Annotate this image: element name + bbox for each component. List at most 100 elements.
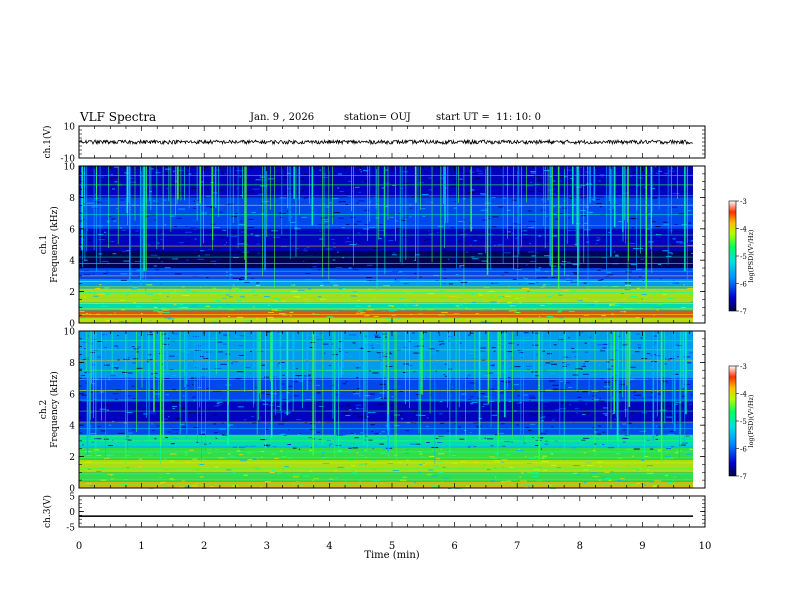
ch1-spectrogram-speckle [441, 311, 448, 313]
ch2-spectrogram-speckle [670, 358, 676, 360]
ch2-spectrogram-speckle [184, 452, 189, 454]
ch1-spectrogram-speckle [228, 296, 233, 298]
ch2-spectrogram-speckle [296, 393, 299, 395]
ch1-spectrogram-speckle [455, 305, 459, 307]
ch1-spectrogram-speckle [454, 200, 456, 202]
ch1-spectrogram-speckle [537, 190, 543, 192]
ch1-spectrogram-speckle [119, 227, 123, 229]
ch2-spectrogram-speckle [280, 450, 283, 452]
ch2-spectrogram-speckle [313, 334, 319, 336]
ch2-spectrogram-speckle [159, 482, 163, 484]
ch2-spectrogram-speckle [343, 414, 347, 416]
ch1-spectrogram-speckle [154, 172, 161, 174]
ch2-spectrogram-speckle [397, 433, 404, 435]
ch1-spectrogram-speckle [470, 168, 474, 170]
ch1-spectrogram-band-4 [79, 279, 693, 289]
ch1-spectrogram-speckle [623, 311, 626, 313]
ch2-spectrogram-speckle [472, 422, 479, 424]
ch1-spectrogram-speckle [125, 252, 129, 254]
ch1-spectrogram-speckle [459, 265, 465, 267]
ch1-spectrogram-speckle [218, 240, 221, 242]
ch2-spectrogram-speckle [322, 462, 330, 464]
ch2-spectrogram-speckle [439, 372, 446, 374]
ch1-spectrogram-speckle [681, 306, 686, 308]
ch2-spectrogram-speckle [546, 353, 552, 355]
ch1-spectrogram-speckle [228, 255, 232, 257]
ch1-spectrogram-speckle [573, 273, 580, 275]
start-time-label: start UT = 11: 10: 0 [436, 112, 542, 123]
ch2-spectrogram-speckle [112, 364, 114, 366]
ch1-spectrogram-speckle [482, 219, 488, 221]
ch1-spectrogram-speckle [531, 190, 534, 192]
ch2-spectrogram-speckle [547, 397, 552, 399]
ch2-spectrogram-speckle [292, 381, 299, 383]
ch1-spectrogram-speckle [609, 304, 613, 306]
ch1-spectrogram-speckle [174, 180, 177, 182]
ch1-spectrogram-speckle [509, 310, 517, 312]
ch1-spectrogram-ytick-label: 10 [64, 163, 76, 173]
ch2-spectrogram-speckle [92, 339, 97, 341]
ch1-spectrogram-speckle [474, 191, 480, 193]
ch2-spectrogram-speckle [345, 381, 348, 383]
ch2-spectrogram-speckle [463, 430, 467, 432]
ch2-spectrogram-speckle [569, 404, 572, 406]
ch2-spectrogram-speckle [217, 341, 223, 343]
ch2-spectrogram-speckle [427, 376, 432, 378]
ch2-spectrogram-speckle [114, 398, 118, 400]
ch2-spectrogram-speckle [90, 432, 96, 434]
ch1-spectrogram-speckle [204, 166, 209, 168]
ch1-spectrogram-speckle [381, 187, 385, 189]
ch1-spectrogram-speckle [470, 250, 472, 252]
ch2-spectrogram-speckle [437, 438, 441, 440]
ch1-spectrogram-speckle [490, 301, 497, 303]
ch2-spectrogram-speckle [356, 407, 359, 409]
ch2-spectrogram-speckle [326, 440, 331, 442]
ch2-spectrogram-speckle [324, 352, 326, 354]
ch2-spectrogram-speckle [439, 344, 442, 346]
ch1-spectrogram-speckle [381, 311, 386, 313]
ch2-spectrogram-speckle [168, 416, 170, 418]
ch1-spectrogram-speckle [248, 218, 254, 220]
ch2-spectrogram-speckle [132, 385, 135, 387]
ch2-spectrogram-speckle [153, 372, 158, 374]
ch2-spectrogram-speckle [293, 419, 296, 421]
ch2-spectrogram-speckle [602, 413, 608, 415]
ch2-spectrogram-speckle [405, 449, 409, 451]
ch1-spectrogram-speckle [379, 287, 382, 289]
ch1-spectrogram-speckle [435, 280, 439, 282]
ch2-spectrogram-speckle [282, 374, 285, 376]
ch2-spectrogram-speckle [603, 343, 609, 345]
ch2-spectrogram-speckle [647, 466, 653, 468]
ch1-spectrogram-speckle [400, 277, 406, 279]
ch1-spectrogram-speckle [290, 239, 293, 241]
ch2-spectrogram-speckle [637, 403, 641, 405]
ch1-spectrogram-speckle [654, 166, 657, 168]
ch1-spectrogram-speckle [410, 206, 413, 208]
ch1-spectrogram-speckle [290, 221, 296, 223]
ch1-spectrogram-speckle [410, 207, 412, 209]
ch2-spectrogram-speckle [376, 352, 384, 354]
ch1-spectrogram-speckle [123, 235, 129, 237]
ch2-spectrogram-speckle [317, 406, 323, 408]
ch2-spectrogram-speckle [606, 368, 613, 370]
ch1-spectrogram-speckle [453, 313, 460, 315]
ch2-spectrogram-speckle [583, 437, 590, 439]
ch1-spectrogram-speckle [667, 252, 673, 254]
ch2-spectrogram-speckle [136, 370, 140, 372]
ch2-spectrogram-speckle [438, 471, 444, 473]
ch1-spectrogram-speckle [366, 280, 371, 282]
ch1-spectrogram-speckle [338, 217, 344, 219]
ch1-spectrogram-speckle [523, 178, 529, 180]
ch2-spectrogram-speckle [582, 391, 588, 393]
ch2-spectrogram-speckle [459, 468, 466, 470]
ch1-spectrogram-speckle [608, 208, 611, 210]
ch1-spectrogram-speckle [506, 209, 511, 211]
ch2-spectrogram-ytick-label: 4 [69, 422, 75, 432]
ch2-spectrogram-speckle [218, 351, 223, 353]
ch1-spectrogram-speckle [211, 321, 217, 323]
ch2-spectrogram-speckle [350, 465, 356, 467]
ch2-spectrogram-speckle [512, 415, 518, 417]
ch2-spectrogram-speckle [96, 454, 102, 456]
ch2-spectrogram-speckle [136, 414, 139, 416]
ch2-spectrogram-speckle [355, 404, 362, 406]
